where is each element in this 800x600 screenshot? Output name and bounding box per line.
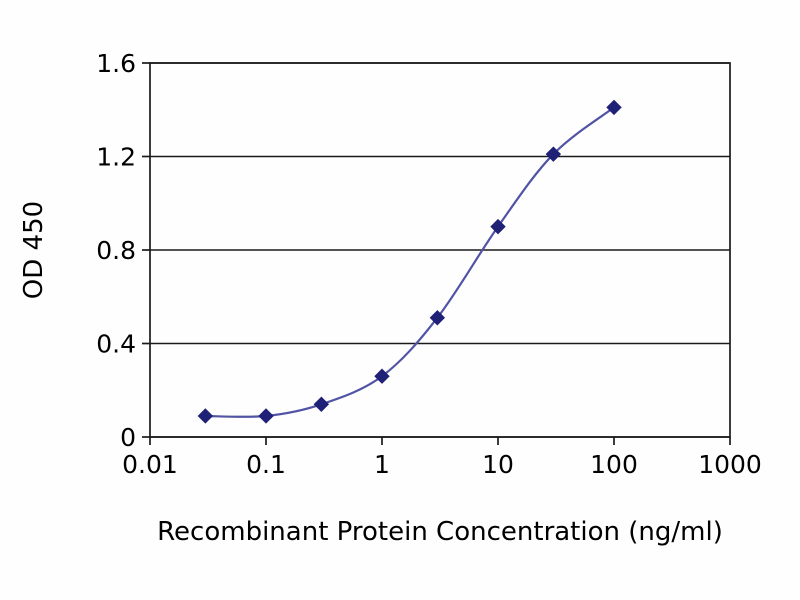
y-tick-label: 0 — [120, 423, 136, 452]
data-point-marker — [606, 99, 622, 116]
x-tick-label: 1 — [374, 450, 390, 479]
y-tick-label: 0.4 — [96, 330, 136, 359]
x-axis-title: Recombinant Protein Concentration (ng/ml… — [157, 517, 723, 547]
y-tick-label: 1.6 — [96, 49, 136, 78]
data-point-marker — [490, 218, 506, 235]
plot-area: 0.01 0.1 1 10 100 1000 0 0.4 0.8 1.2 1.6 — [96, 49, 762, 479]
x-tick-label: 0.01 — [122, 450, 178, 479]
series-line — [205, 106, 615, 418]
x-tick-label: 10 — [482, 450, 514, 479]
y-tick-label: 1.2 — [96, 143, 136, 172]
data-point-marker — [197, 408, 214, 424]
data-point-marker — [429, 310, 446, 326]
x-tick-label: 1000 — [698, 450, 762, 479]
data-point-marker — [545, 146, 562, 162]
data-point-marker — [313, 396, 330, 412]
data-point-marker — [374, 368, 390, 384]
x-tick-label: 0.1 — [246, 450, 286, 479]
data-point-marker — [258, 408, 274, 424]
x-tick-label: 100 — [590, 450, 638, 479]
y-axis-title: OD 450 — [19, 201, 49, 299]
y-tick-label: 0.8 — [96, 236, 136, 265]
